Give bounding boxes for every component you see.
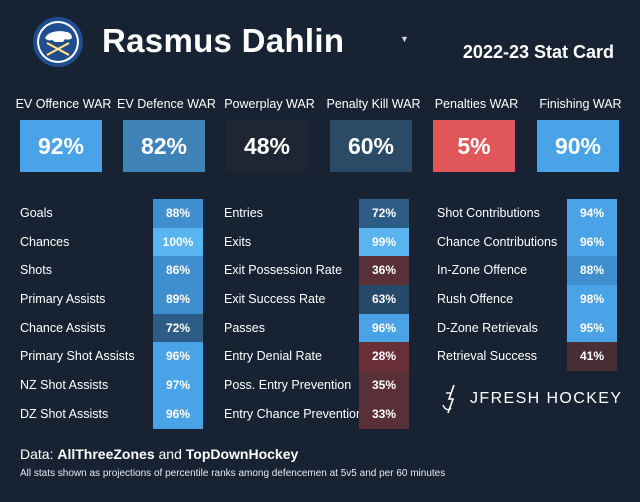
data-joiner: and (154, 446, 186, 462)
stat-value: 35% (359, 371, 409, 400)
chevron-down-icon: ▼ (400, 34, 409, 44)
war-item: EV Defence WAR 82% (115, 96, 218, 172)
stat-value: 28% (359, 342, 409, 372)
stat-label: Chance Assists (20, 320, 106, 335)
buffalo-sabres-logo-icon (33, 17, 83, 67)
war-value: 82% (123, 120, 205, 172)
stat-value: 41% (567, 342, 617, 372)
stat-value: 72% (153, 313, 203, 343)
footer-note: All stats shown as projections of percen… (20, 468, 446, 479)
stat-value: 86% (153, 256, 203, 286)
war-item: Penalty Kill WAR 60% (322, 96, 425, 172)
war-value: 92% (20, 120, 102, 172)
stat-value: 88% (567, 256, 617, 286)
war-value: 48% (226, 120, 308, 172)
stat-value: 99% (359, 227, 409, 257)
card-header: Rasmus Dahlin ▼ 2022-23 Stat Card (0, 0, 640, 84)
card-title: 2022-23 Stat Card (462, 42, 614, 62)
stat-label: Primary Assists (20, 292, 106, 307)
war-item: Penalties WAR 5% (425, 96, 528, 172)
stat-value: 33% (359, 399, 409, 429)
stat-label: D-Zone Retrievals (437, 320, 538, 335)
stat-value: 94% (567, 199, 617, 228)
stat-value: 96% (359, 313, 409, 343)
war-value: 5% (433, 120, 515, 172)
brand: JFRESH HOCKEY (440, 382, 622, 416)
stat-value: 72% (359, 199, 409, 228)
war-label: Finishing WAR (539, 97, 622, 111)
stat-label: Exits (224, 234, 252, 249)
stat-value: 36% (359, 256, 409, 286)
stat-label: Entry Chance Prevention (224, 406, 363, 421)
data-sources: Data: AllThreeZones and TopDownHockey (20, 446, 298, 462)
stat-value: 98% (567, 285, 617, 314)
war-item: Powerplay WAR 48% (218, 96, 321, 172)
stat-label: Shots (20, 263, 52, 278)
stat-value: 96% (153, 342, 203, 372)
stat-value: 63% (359, 285, 409, 314)
source-allthreezones: AllThreeZones (57, 446, 155, 462)
stat-label: Entry Denial Rate (224, 349, 322, 364)
stat-value: 96% (153, 399, 203, 429)
player-name: Rasmus Dahlin (102, 22, 345, 59)
war-label: Powerplay WAR (224, 97, 315, 111)
jfresh-mark-icon (442, 384, 455, 414)
stat-label: Exit Possession Rate (224, 263, 343, 278)
stat-value: 88% (153, 199, 203, 228)
war-label: Penalty Kill WAR (326, 97, 421, 111)
stat-label: Rush Offence (437, 292, 514, 307)
war-value: 60% (330, 120, 412, 172)
war-item: Finishing WAR 90% (529, 96, 632, 172)
stat-label: Exit Success Rate (224, 292, 326, 307)
stat-label: NZ Shot Assists (20, 378, 109, 393)
stat-label: In-Zone Offence (437, 263, 528, 278)
stat-value: 96% (567, 227, 617, 257)
stat-label: Primary Shot Assists (20, 349, 135, 364)
data-prefix: Data: (20, 446, 58, 462)
war-item: EV Offence WAR 92% (12, 96, 115, 172)
stat-label: Chance Contributions (437, 234, 558, 249)
stat-label: DZ Shot Assists (20, 406, 109, 421)
stat-label: Poss. Entry Prevention (224, 378, 352, 393)
stat-label: Entries (224, 206, 263, 220)
war-label: Penalties WAR (434, 97, 519, 111)
stat-value: 89% (153, 285, 203, 314)
war-label: EV Defence WAR (117, 97, 216, 111)
war-value: 90% (537, 120, 619, 172)
brand-name: JFRESH HOCKEY (470, 390, 623, 407)
stat-value: 95% (567, 313, 617, 343)
stat-label: Passes (224, 320, 265, 335)
source-topdownhockey: TopDownHockey (185, 446, 299, 462)
stat-label: Retrieval Success (437, 349, 538, 364)
stat-label: Shot Contributions (437, 206, 540, 220)
stat-label: Goals (20, 206, 53, 220)
war-label: EV Offence WAR (15, 97, 112, 111)
stat-value: 100% (153, 227, 203, 257)
stat-label: Chances (20, 234, 70, 249)
stat-value: 97% (153, 371, 203, 400)
war-summary-row: EV Offence WAR 92% EV Defence WAR 82% Powerp… (12, 96, 628, 176)
